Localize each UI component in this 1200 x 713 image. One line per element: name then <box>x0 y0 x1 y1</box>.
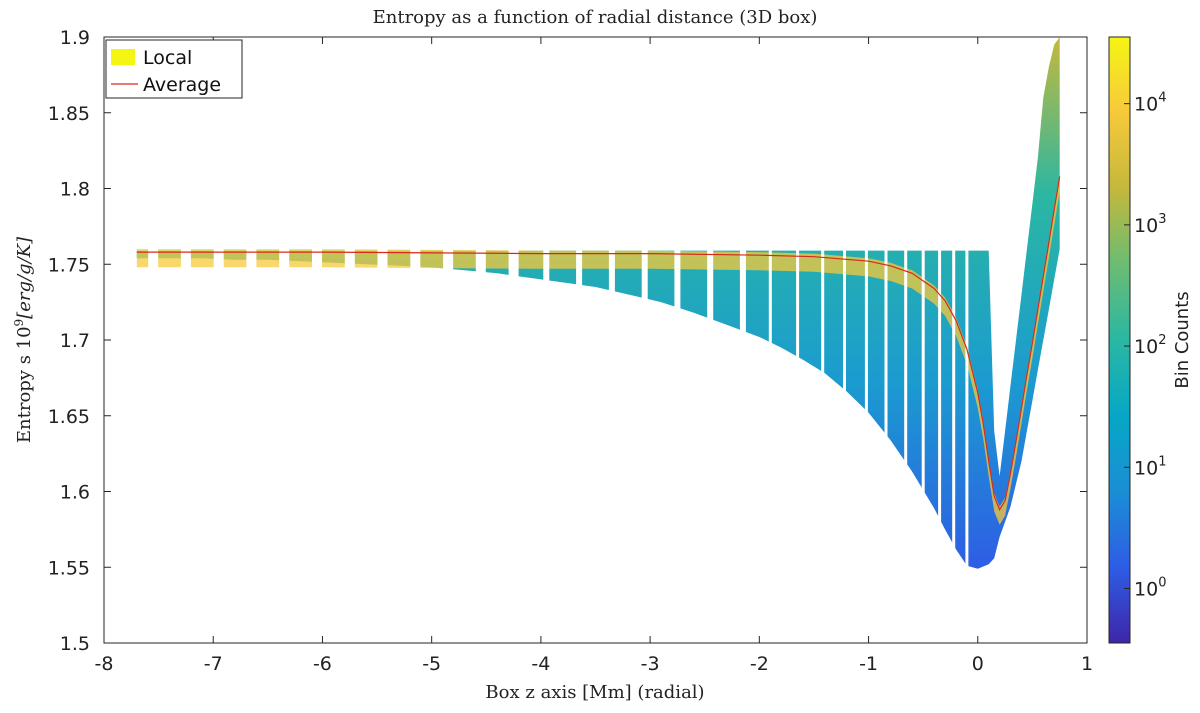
x-tick-label: -6 <box>313 653 332 675</box>
density-gap <box>543 246 550 613</box>
density-gap <box>904 246 908 613</box>
colorbar-tick-label: 104 <box>1134 91 1166 116</box>
x-tick-label: -4 <box>531 653 550 675</box>
density-gap <box>410 246 421 613</box>
colorbar-tick-label: 101 <box>1134 454 1166 479</box>
colorbar-ticks: 100 101 102 103 104 <box>1124 91 1166 600</box>
average-line <box>136 176 1061 512</box>
y-tick-label: 1.65 <box>48 406 90 428</box>
colorbar <box>1108 36 1131 644</box>
average-line-layer <box>136 176 1061 512</box>
y-tick-label: 1.5 <box>60 633 90 655</box>
y-tick-label: 1.55 <box>48 557 90 579</box>
x-axis: -8 -7 -6 -5 -4 -3 -2 -1 0 1 <box>95 37 1093 675</box>
density-gap <box>938 246 942 613</box>
chart-title: Entropy as a function of radial distance… <box>373 7 818 28</box>
density-gap <box>344 246 355 613</box>
density-gap <box>213 246 224 613</box>
density-gap <box>508 246 519 613</box>
density-gap <box>475 246 486 613</box>
density-gap <box>279 246 290 613</box>
y-tick-label: 1.6 <box>60 482 90 504</box>
y-axis-label-main: Entropy s 10 <box>14 326 35 443</box>
x-tick-label: -7 <box>204 653 223 675</box>
y-tick-label: 1.7 <box>60 330 90 352</box>
density-gap <box>576 246 583 613</box>
y-axis-label-unit: [erg/g/K] <box>14 236 35 319</box>
density-gap <box>377 246 388 613</box>
colorbar-tick-label: 103 <box>1134 212 1166 237</box>
density-gap <box>821 246 825 613</box>
colorbar-tick-label: 102 <box>1134 333 1166 358</box>
density-gap <box>641 246 648 613</box>
density-gap <box>246 246 257 613</box>
density-gap <box>952 246 956 613</box>
legend-label-local: Local <box>143 47 192 69</box>
density-gap <box>312 246 322 613</box>
legend: Local Average <box>105 39 243 99</box>
y-axis: 1.5 1.55 1.6 1.65 1.7 1.75 1.8 1.85 1.9 <box>48 27 1087 655</box>
density-gap <box>739 246 746 613</box>
x-tick-label: -8 <box>95 653 114 675</box>
density-gap <box>180 246 191 613</box>
x-tick-label: -5 <box>422 653 441 675</box>
y-axis-label-exponent: 9 <box>12 319 26 327</box>
y-tick-label: 1.9 <box>60 27 90 49</box>
y-tick-label: 1.85 <box>48 103 90 125</box>
high-count-band <box>136 173 1060 525</box>
x-tick-label: -1 <box>859 653 878 675</box>
x-tick-label: -2 <box>750 653 769 675</box>
y-tick-label: 1.75 <box>48 254 90 276</box>
y-tick-label: 1.8 <box>60 179 90 201</box>
density-gap <box>884 246 888 613</box>
colorbar-tick-label: 100 <box>1134 575 1166 600</box>
density-gap <box>674 246 681 613</box>
density-gap <box>707 246 714 613</box>
colorbar-label: Bin Counts <box>1172 291 1193 388</box>
x-tick-label: 1 <box>1081 653 1093 675</box>
density-layer <box>136 37 1060 613</box>
density-gap <box>608 246 615 613</box>
density-gap <box>921 246 925 613</box>
density-gap <box>768 246 772 613</box>
density-gap <box>796 246 800 613</box>
density-gap <box>965 246 969 613</box>
legend-label-average: Average <box>143 74 221 96</box>
y-axis-label: Entropy s 109[erg/g/K] <box>12 236 35 443</box>
density-gap <box>843 246 846 613</box>
x-tick-label: -3 <box>641 653 660 675</box>
legend-swatch-local <box>111 49 135 65</box>
density-gap <box>148 246 159 613</box>
x-tick-label: 0 <box>972 653 984 675</box>
x-axis-label: Box z axis [Mm] (radial) <box>485 682 704 703</box>
density-gap <box>864 246 868 613</box>
density-gap <box>443 246 454 613</box>
